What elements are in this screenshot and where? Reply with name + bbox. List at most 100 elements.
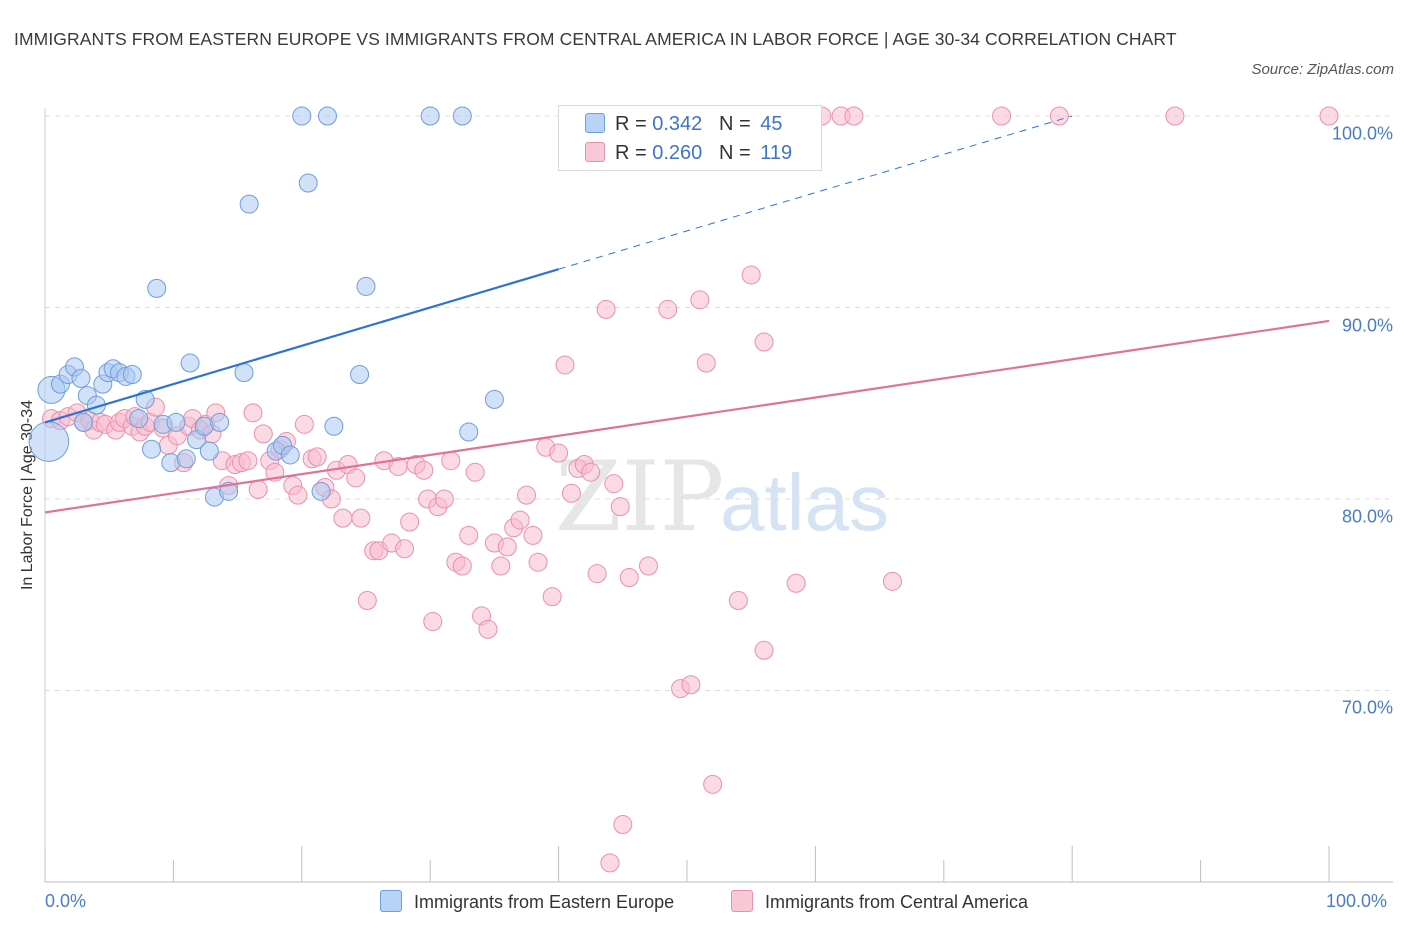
- eastern-europe-point: [356, 276, 376, 296]
- central-america-point: [517, 485, 536, 505]
- central-america-trend-line: [44, 319, 1330, 514]
- central-america-point: [497, 537, 517, 557]
- central-america-point: [414, 460, 434, 480]
- central-america-point: [596, 299, 616, 319]
- central-america-point: [703, 774, 723, 794]
- eastern-europe-point: [324, 416, 344, 436]
- eastern-europe-point: [219, 481, 239, 501]
- y-tick-label-90: 90.0%: [1341, 315, 1393, 336]
- bottom-legend-label: Immigrants from Central America: [765, 892, 1029, 912]
- bottom-legend-swatch-blue: [380, 890, 402, 912]
- central-america-point: [465, 462, 485, 482]
- central-america-point: [400, 512, 420, 532]
- central-america-point: [294, 414, 314, 434]
- legend-n-label: N =: [718, 113, 751, 135]
- bottom-legend-eastern-europe: Immigrants from Eastern Europe: [380, 890, 674, 913]
- central-america-point: [613, 815, 633, 835]
- eastern-europe-point: [484, 389, 504, 409]
- central-america-point: [395, 539, 415, 559]
- central-america-point: [478, 619, 498, 639]
- y-tick-label-70: 70.0%: [1341, 697, 1393, 718]
- eastern-europe-point: [311, 481, 331, 501]
- central-america-point: [549, 443, 569, 463]
- eastern-europe-point: [147, 278, 167, 298]
- central-america-point: [561, 483, 581, 503]
- central-america-point: [491, 556, 511, 576]
- bottom-legend-central-america: Immigrants from Central America: [731, 890, 1028, 913]
- central-america-point: [528, 552, 548, 572]
- central-america-point: [604, 474, 624, 494]
- central-america-point: [288, 485, 308, 505]
- legend-r-label: R =: [615, 113, 647, 135]
- central-america-point: [754, 332, 774, 352]
- central-america-point: [248, 479, 268, 499]
- legend-n-value: 45: [760, 113, 783, 135]
- source-label: Source: ZipAtlas.com: [1251, 61, 1394, 78]
- central-america-point: [728, 590, 748, 610]
- eastern-europe-point: [71, 368, 91, 388]
- central-america-point: [307, 447, 327, 467]
- eastern-europe-point: [129, 409, 149, 429]
- central-america-point: [690, 290, 710, 310]
- central-america-point: [542, 587, 562, 607]
- chart-title: IMMIGRANTS FROM EASTERN EUROPE VS IMMIGR…: [14, 29, 1177, 49]
- central-america-point: [1165, 106, 1185, 126]
- central-america-point: [523, 525, 543, 545]
- eastern-europe-point: [280, 445, 300, 465]
- eastern-europe-point: [420, 106, 440, 126]
- eastern-europe-point: [234, 363, 254, 383]
- legend-n-value: 119: [760, 142, 793, 164]
- central-america-point: [452, 556, 472, 576]
- bottom-legend-label: Immigrants from Eastern Europe: [414, 892, 675, 912]
- eastern-europe-point: [180, 353, 200, 373]
- central-america-point: [992, 106, 1012, 126]
- central-america-point: [786, 573, 806, 593]
- central-america-point: [638, 556, 658, 576]
- eastern-europe-point: [459, 422, 479, 442]
- eastern-europe-point: [176, 449, 196, 469]
- correlation-legend: R = 0.342 N = 45 R = 0.260 N = 119: [558, 105, 822, 171]
- central-america-point: [243, 403, 263, 423]
- central-america-point: [253, 424, 273, 444]
- central-america-point: [441, 451, 461, 471]
- bottom-legend-swatch-pink: [731, 890, 753, 912]
- y-tick-label-80: 80.0%: [1341, 506, 1393, 527]
- x-tick-label-max: 100.0%: [1326, 891, 1388, 911]
- eastern-europe-trend-extension: [558, 115, 1073, 270]
- eastern-europe-point: [166, 412, 186, 432]
- central-america-point: [423, 612, 443, 632]
- eastern-europe-point: [239, 194, 259, 214]
- central-america-point: [238, 451, 258, 471]
- x-tick-label-min: 0.0%: [45, 891, 87, 911]
- central-america-point: [681, 675, 701, 695]
- central-america-point: [459, 525, 479, 545]
- eastern-europe-point: [199, 441, 219, 461]
- central-america-point: [844, 106, 864, 126]
- eastern-europe-point: [210, 412, 230, 432]
- y-tick-label-100: 100.0%: [1331, 123, 1393, 144]
- legend-r-value: 0.342: [652, 113, 703, 135]
- central-america-point: [882, 571, 902, 591]
- central-america-point: [1049, 106, 1069, 126]
- central-america-point: [600, 853, 620, 873]
- legend-r-label: R =: [615, 142, 647, 164]
- eastern-europe-point: [292, 106, 312, 126]
- legend-r-value: 0.260: [652, 142, 703, 164]
- eastern-europe-point: [28, 421, 70, 462]
- central-america-point: [351, 508, 371, 528]
- eastern-europe-trend-line: [44, 268, 559, 424]
- central-america-point: [1319, 106, 1339, 126]
- eastern-europe-point: [317, 106, 337, 126]
- central-america-point: [741, 265, 761, 285]
- eastern-europe-point: [452, 106, 472, 126]
- central-america-point: [658, 299, 678, 319]
- watermark-atlas: atlas: [720, 458, 889, 547]
- central-america-point: [754, 640, 774, 660]
- central-america-point: [619, 568, 639, 588]
- eastern-europe-point: [350, 365, 370, 385]
- eastern-europe-point: [298, 173, 318, 193]
- central-america-point: [333, 508, 353, 528]
- legend-swatch-blue: [585, 113, 605, 133]
- central-america-point: [510, 510, 530, 530]
